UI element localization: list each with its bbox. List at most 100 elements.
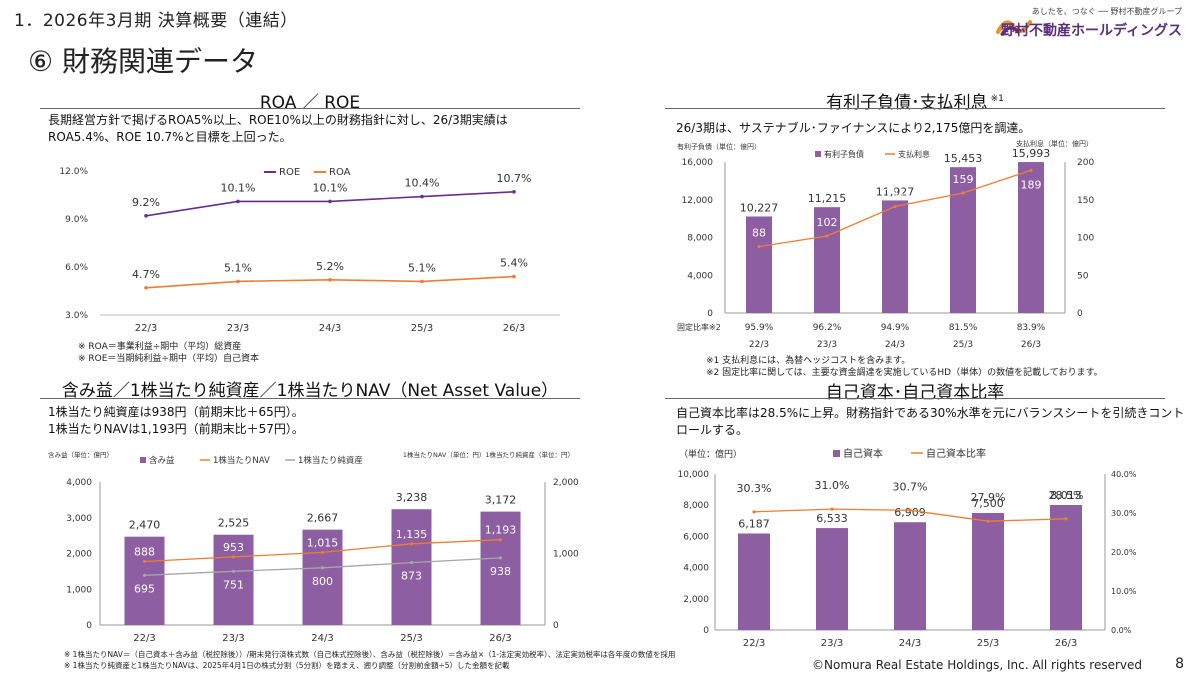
roa-roe-xtick-label: 23/3 <box>227 323 249 334</box>
roa-roe-xtick-label: 25/3 <box>411 323 433 334</box>
debt-title-text: 有利子負債･支払利息 <box>826 93 988 113</box>
equity-right-ytick-label: 40.0% <box>1111 470 1137 479</box>
nav-legend-label: 含み益 <box>149 455 175 466</box>
logo-mark-icon <box>996 20 1032 36</box>
debt-right-axis-unit: 支払利息（単位：億円） <box>1016 140 1093 148</box>
nav-note-2: ※ 1株当たり純資産と1株当たりNAVは、2025年4月1日の株式分割（5分割）… <box>64 661 510 670</box>
equity-description-line2: ロールする。 <box>676 423 749 437</box>
equity-xtick-label: 22/3 <box>743 638 765 649</box>
bps-label: 938 <box>490 565 511 578</box>
debt-legend-swatch-bar <box>815 151 821 157</box>
nav-right-axis-unit: 1株当たりNAV（単位：円）1株当たり純資産（単位：円） <box>403 450 574 459</box>
debt-description: 26/3期は、サステナブル･ファイナンスにより2,175億円を調達。 <box>676 121 1031 135</box>
equity-xtick-label: 23/3 <box>821 638 843 649</box>
nav-legend-label: 1株当たりNAV <box>213 455 270 466</box>
nav-unrealized-gain-bar <box>480 511 521 625</box>
nav-per-share-point <box>409 542 414 546</box>
debt-xtick-label: 26/3 <box>1021 340 1041 350</box>
roa-roe-data-label-roa: 5.1% <box>224 261 252 274</box>
nav-divider <box>40 398 580 399</box>
debt-xtick-label: 22/3 <box>749 340 769 350</box>
debt-interest-label: 141 <box>885 187 906 200</box>
debt-fixed-ratio-value: 96.2% <box>813 323 842 333</box>
equity-bar-label: 6,533 <box>816 512 848 525</box>
equity-ratio-point <box>1064 517 1068 521</box>
company-logo: あしたを、つなぐ ── 野村不動産グループ 野村不動産ホールディングス <box>982 6 1182 46</box>
nav-left-ytick-label: 3,000 <box>66 514 92 524</box>
roa-roe-point-roe <box>236 199 240 204</box>
equity-description-line1: 自己資本比率は28.5%に上昇。財務指針である30%水準を元にバランスシートを引… <box>676 406 1185 420</box>
equity-right-ytick-label: 30.0% <box>1111 509 1137 518</box>
roa-roe-point-roa <box>512 274 516 279</box>
equity-left-ytick-label: 2,000 <box>683 595 709 605</box>
equity-ratio-chart: （単位：億円） 0 2,000 4,000 6,000 8,000 10,000 0.0% 10… <box>678 447 1137 649</box>
roa-roe-note-1: ※ ROA＝事業利益÷期中（平均）総資産 <box>78 342 242 352</box>
debt-interest-point <box>757 244 761 249</box>
debt-fixed-ratio-value: 83.9% <box>1017 323 1046 333</box>
bps-point <box>320 566 325 570</box>
unrealized-gain-nav-chart: 含み益（単位：億円） 1株当たりNAV（単位：円）1株当たり純資産（単位：円） 0 1… <box>48 450 579 644</box>
roa-roe-xtick-label: 26/3 <box>503 323 525 334</box>
debt-interest-point <box>893 204 897 209</box>
nav-per-share-point <box>231 555 236 559</box>
roa-roe-title: ROA ／ ROE <box>259 93 361 113</box>
debt-fixed-ratio-value: 94.9% <box>881 323 910 333</box>
roa-roe-chart: 3.0% 6.0% 9.0% 12.0% 22/3 23/3 24/3 25/3 26/3 9.2… <box>59 167 560 334</box>
debt-interest-point <box>1029 168 1033 172</box>
roa-roe-point-roe <box>512 190 516 194</box>
nav-unrealized-gain-bar <box>213 534 254 625</box>
debt-interest-chart: 有利子負債（単位：億円） 支払利息（単位：億円） 0 4,000 8,000 12,000… <box>677 140 1094 350</box>
equity-xtick-label: 26/3 <box>1055 638 1077 649</box>
equity-bar <box>738 533 770 630</box>
debt-right-ytick-label: 100 <box>1077 234 1094 244</box>
debt-note-1: ※1 支払利息には、為替ヘッジコストを含みます。 <box>706 356 911 366</box>
equity-ratio-label: 30.3% <box>737 482 772 495</box>
equity-left-ytick-label: 10,000 <box>678 470 710 480</box>
roa-roe-ytick-label: 12.0% <box>59 167 88 177</box>
roa-roe-data-label-roe: 10.1% <box>313 181 348 194</box>
equity-bar-label: 6,909 <box>894 506 926 519</box>
nav-xtick-label: 24/3 <box>311 633 333 644</box>
equity-left-axis-unit: （単位：億円） <box>679 448 742 460</box>
nav-right-ytick-label: 2,000 <box>553 478 579 488</box>
roa-roe-data-label-roe: 10.4% <box>405 177 440 190</box>
equity-bar <box>816 528 848 630</box>
roa-roe-data-label-roa: 5.1% <box>408 261 436 274</box>
nav-unrealized-gain-label: 2,470 <box>129 519 161 532</box>
nav-description-line2: 1株当たりNAVは1,193円（前期末比＋57円）。 <box>48 422 304 436</box>
roa-roe-ytick-label: 9.0% <box>65 215 88 225</box>
roa-roe-description-line1: 長期経営方針で掲げるROA5%以上、ROE10%以上の財務指針に対し、26/3期… <box>48 113 508 127</box>
nav-left-axis-unit: 含み益（単位：億円） <box>48 450 113 459</box>
debt-bar <box>882 200 908 313</box>
debt-note-2: ※2 固定比率に関しては、主要な資金調達を実施しているHD（単体）の数値を記載し… <box>706 368 1103 378</box>
nav-right-ytick-label: 1,000 <box>553 550 579 560</box>
roa-roe-data-label-roa: 5.2% <box>316 260 344 273</box>
debt-title: 有利子負債･支払利息 ※1 <box>665 88 1165 113</box>
roa-roe-point-roa <box>236 279 240 284</box>
equity-xtick-label: 25/3 <box>977 638 999 649</box>
debt-right-ytick-label: 50 <box>1077 271 1089 281</box>
equity-right-ytick-label: 10.0% <box>1111 587 1137 596</box>
debt-fixed-ratio-value: 81.5% <box>949 323 978 333</box>
roa-roe-point-roa <box>420 279 424 284</box>
nav-description-line1: 1株当たり純資産は938円（前期末比＋65円）。 <box>48 405 304 419</box>
roa-roe-xtick-label: 24/3 <box>319 323 341 334</box>
debt-bar-label: 11,215 <box>808 192 847 205</box>
debt-left-ytick-label: 8,000 <box>687 234 713 244</box>
roa-roe-series-line-roe <box>145 191 515 217</box>
roa-roe-data-label-roe: 10.1% <box>221 181 256 194</box>
debt-fixed-ratio-label: 固定比率※2 <box>677 322 721 332</box>
debt-title-footnote-mark: ※1 <box>990 94 1004 105</box>
debt-xtick-label: 25/3 <box>953 340 973 350</box>
equity-left-ytick-label: 4,000 <box>683 564 709 574</box>
debt-right-ytick-label: 150 <box>1077 196 1094 206</box>
nav-per-share-point <box>320 550 325 555</box>
nav-note-1: ※ 1株当たりNAV＝（自己資本＋含み益（税控除後））/期末発行済株式数（自己株… <box>64 650 676 659</box>
roa-roe-point-roa <box>328 278 332 282</box>
equity-title: 自己資本･自己資本比率 <box>825 383 1005 403</box>
bps-point <box>409 560 414 565</box>
equity-bar-label: 7,500 <box>972 497 1004 510</box>
equity-xtick-label: 24/3 <box>899 638 921 649</box>
equity-legend-swatch-bar <box>833 450 840 457</box>
nav-left-ytick-label: 0 <box>86 621 92 631</box>
